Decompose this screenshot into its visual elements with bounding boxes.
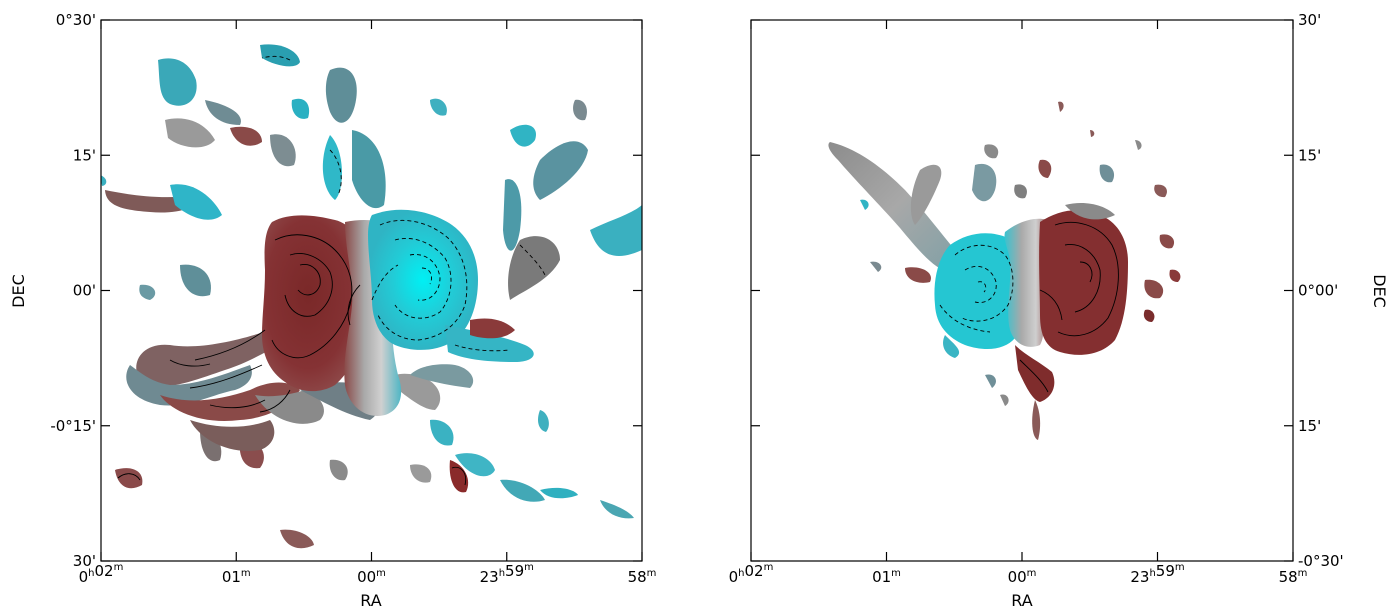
x-tick-label: 01m — [222, 568, 251, 586]
filaments-left — [101, 44, 642, 549]
velocity-map-right — [828, 101, 1181, 440]
grey-cap-right — [1065, 203, 1115, 220]
y-ticks-right: 30' 15' 0°00' 15' -0°30' — [751, 11, 1344, 570]
red-trail-right — [1032, 400, 1041, 440]
x-axis-title-left: RA — [360, 591, 381, 610]
y-tick-label: 0°30' — [56, 11, 96, 29]
y-tick-label: -0°15' — [50, 417, 96, 435]
x-ticks-right: 0h02m 01m 00m 23h59m 58m — [729, 20, 1308, 586]
x-tick-label: 00m — [1008, 568, 1037, 586]
y-tick-label: 30' — [73, 552, 96, 570]
cyan-plume-left — [445, 325, 534, 362]
contours-right — [1019, 221, 1119, 393]
y-axis-title-right: DEC — [1370, 274, 1389, 308]
contours-dashed-right — [939, 244, 1014, 333]
contours-left — [117, 234, 467, 486]
x-tick-label: 58m — [1279, 568, 1308, 586]
axes-right: 0h02m 01m 00m 23h59m 58m 30' 15' 0°00' 15' -0°30… — [729, 11, 1389, 610]
red-lobe-right — [1039, 210, 1128, 355]
cyan-lobe-left — [368, 209, 478, 350]
y-axis-title-left: DEC — [9, 274, 28, 308]
x-tick-label: 0h02m — [729, 562, 774, 586]
cyan-lobe-right — [934, 233, 1024, 350]
y-tick-label: 15' — [73, 146, 96, 164]
x-tick-label: 00m — [357, 568, 386, 586]
axes-left: 0h02m 01m 00m 23h59m 58m 0°30' 15' 00' -0°15' 30… — [9, 11, 656, 610]
x-tick-label: 01m — [872, 568, 901, 586]
y-tick-label: -0°30' — [1298, 552, 1344, 570]
x-tick-label: 23h59m — [1130, 562, 1184, 586]
x-tick-label: 0h02m — [79, 562, 124, 586]
x-axis-title-right: RA — [1011, 591, 1032, 610]
red-patch-left — [470, 318, 515, 339]
velocity-map-left — [101, 44, 642, 549]
y-tick-label: 15' — [1298, 417, 1321, 435]
red-lobe-left — [262, 215, 365, 392]
y-tick-label: 00' — [73, 282, 96, 300]
y-tick-label: 15' — [1298, 146, 1321, 164]
x-tick-label: 58m — [628, 568, 657, 586]
y-tick-label: 30' — [1298, 11, 1321, 29]
stream-right — [828, 142, 962, 272]
y-tick-label: 0°00' — [1298, 282, 1338, 300]
contours-dashed-left — [261, 55, 546, 352]
blobs-right — [860, 101, 1181, 406]
y-ticks-left: 0°30' 15' 00' -0°15' 30' — [50, 11, 642, 570]
x-ticks-left: 0h02m 01m 00m 23h59m 58m — [79, 20, 657, 586]
cyan-tip-right — [943, 335, 960, 358]
stream-right-arm — [910, 164, 942, 225]
red-tail-right — [1015, 345, 1055, 402]
x-tick-label: 23h59m — [480, 562, 534, 586]
